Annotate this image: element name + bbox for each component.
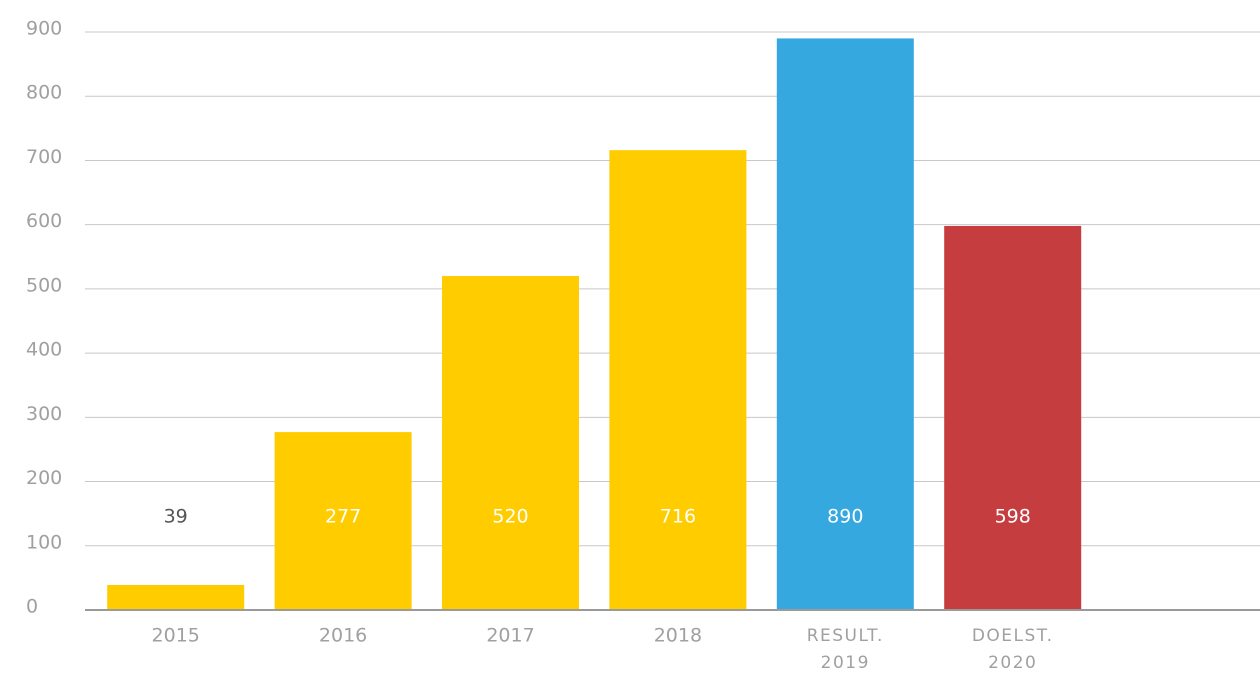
value-label: 890 (827, 506, 863, 528)
y-tick-label: 100 (26, 531, 62, 553)
x-tick-label: 2018 (654, 625, 702, 647)
value-label: 520 (492, 506, 528, 528)
bar (274, 432, 412, 610)
y-tick-label: 200 (26, 467, 62, 489)
x-tick-label: 2016 (319, 625, 367, 647)
value-label: 716 (660, 506, 696, 528)
y-tick-label: 500 (26, 274, 62, 296)
bar (107, 584, 245, 610)
bar (609, 150, 747, 610)
value-label: 598 (995, 506, 1031, 528)
y-tick-label: 300 (26, 403, 62, 425)
x-tick-label: DOELST. 2020 (972, 626, 1054, 673)
y-tick-label: 800 (26, 82, 62, 104)
x-tick-label: RESULT. 2019 (807, 626, 884, 673)
x-tick-label: 2015 (152, 625, 200, 647)
y-tick-label: 900 (26, 18, 62, 40)
x-tick-label: 2017 (486, 625, 534, 647)
bar (944, 225, 1082, 610)
y-tick-label: 700 (26, 146, 62, 168)
value-label: 39 (164, 506, 188, 528)
bar (776, 38, 914, 610)
value-label: 277 (325, 506, 361, 528)
y-tick-label: 600 (26, 210, 62, 232)
y-tick-label: 400 (26, 339, 62, 361)
y-tick-label: 0 (26, 596, 38, 618)
bar (442, 276, 579, 610)
